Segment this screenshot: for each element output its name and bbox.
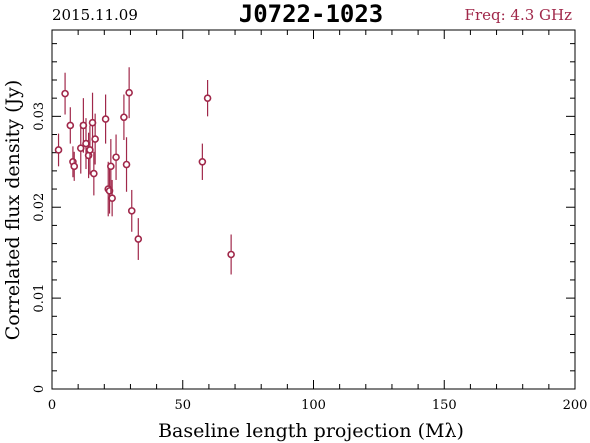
point-marker: [203, 94, 212, 102]
y-axis-label: Correlated flux density (Jy): [2, 80, 24, 341]
axes: 0 50 100 150 200 0 0.01 0.02 0.03: [32, 29, 588, 413]
data-point: [112, 134, 120, 180]
data-point: [122, 137, 131, 192]
data-point: [86, 125, 94, 175]
frequency-label: Freq: 4.3 GHz: [465, 6, 573, 24]
data-point: [61, 72, 69, 115]
data-point: [54, 133, 63, 167]
point-marker: [107, 162, 115, 171]
data-point: [120, 94, 128, 140]
point-marker: [112, 153, 120, 162]
observation-date: 2015.11.09: [52, 6, 138, 24]
point-marker: [66, 121, 75, 130]
x-tick-label: 0: [48, 398, 56, 413]
x-tick-label: 50: [174, 398, 191, 413]
point-marker: [108, 194, 116, 202]
data-point: [70, 151, 79, 181]
data-point: [91, 113, 99, 165]
data-point: [66, 107, 75, 144]
point-marker: [91, 135, 99, 143]
data-points: [54, 67, 235, 275]
point-marker: [101, 115, 110, 123]
point-marker: [70, 162, 79, 171]
point-marker: [61, 89, 69, 98]
data-point: [108, 179, 116, 217]
x-axis-label: Baseline length projection (Mλ): [158, 420, 464, 442]
point-marker: [122, 160, 131, 169]
point-marker: [90, 169, 98, 178]
data-point: [107, 139, 115, 194]
data-point: [227, 234, 235, 275]
x-tick-label: 100: [301, 398, 326, 413]
point-marker: [134, 235, 143, 243]
point-marker: [127, 207, 136, 215]
x-tick-label: 200: [563, 398, 588, 413]
point-marker: [120, 113, 128, 122]
data-point: [127, 189, 136, 232]
point-marker: [198, 157, 207, 166]
y-tick-label: 0.01: [32, 284, 47, 313]
point-marker: [54, 146, 63, 154]
data-point: [125, 67, 133, 119]
chart-title: J0722-1023: [239, 0, 384, 28]
data-point: [90, 151, 98, 196]
data-point: [203, 79, 212, 117]
data-point: [101, 94, 110, 144]
data-point: [198, 143, 207, 180]
y-tick-label: 0: [32, 385, 47, 393]
point-marker: [125, 88, 133, 97]
point-marker: [227, 250, 235, 259]
y-tick-label: 0.03: [32, 102, 47, 131]
x-tick-label: 150: [432, 398, 457, 413]
data-point: [134, 218, 143, 260]
data-point: [69, 146, 77, 178]
y-tick-label: 0.02: [32, 193, 47, 222]
